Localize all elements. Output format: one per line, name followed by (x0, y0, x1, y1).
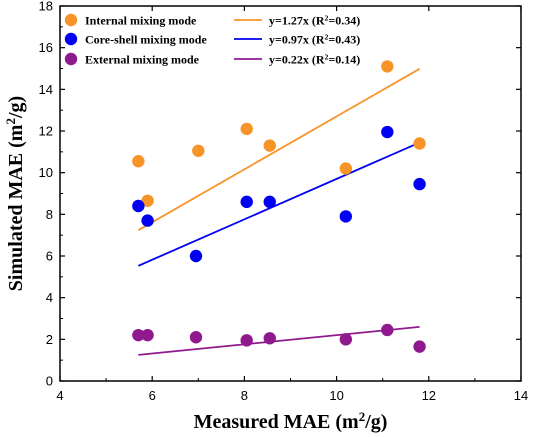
data-point (240, 195, 253, 209)
x-tick-label: 6 (149, 388, 156, 403)
legend-fit-label: y=1.27x (R2=0.34) (269, 13, 360, 28)
data-point (413, 137, 426, 150)
data-point (192, 144, 205, 157)
data-point (141, 194, 154, 207)
y-tick-label: 18 (39, 0, 53, 14)
y-axis-title: Simulated MAE (m2/g) (3, 96, 28, 291)
x-tick-label: 14 (514, 388, 528, 403)
y-tick-label: 2 (46, 332, 53, 347)
data-point (132, 155, 145, 168)
data-point (413, 340, 426, 353)
y-tick-label: 10 (39, 165, 53, 180)
data-point (381, 323, 394, 337)
x-axis-title: Measured MAE (m2/g) (194, 409, 388, 434)
data-point (339, 210, 353, 223)
data-point (141, 214, 154, 227)
legend-marker (64, 52, 78, 66)
data-point (413, 177, 426, 191)
data-point (240, 122, 253, 136)
data-point (240, 334, 253, 347)
data-point (189, 331, 203, 344)
data-point (381, 60, 394, 73)
legend-entry-label: External mixing mode (85, 53, 200, 67)
data-point (132, 328, 145, 342)
legend-marker (64, 32, 78, 46)
y-tick-label: 4 (46, 290, 53, 305)
data-point (189, 249, 203, 263)
y-tick-label: 6 (46, 249, 53, 264)
x-tick-label: 4 (56, 388, 63, 403)
legend-fit-label: y=0.22x (R2=0.14) (269, 52, 360, 67)
legend-marker (64, 13, 78, 27)
data-point (263, 139, 276, 152)
legend-fit-label: y=0.97x (R2=0.43) (269, 32, 360, 47)
x-tick-label: 12 (422, 388, 436, 403)
y-tick-label: 16 (39, 40, 53, 55)
data-point (339, 333, 353, 346)
y-tick-label: 0 (46, 374, 53, 389)
data-point (339, 162, 353, 175)
data-point (263, 332, 276, 345)
data-point (263, 195, 276, 209)
y-tick-label: 8 (46, 207, 53, 222)
data-point (141, 328, 154, 342)
x-tick-label: 10 (329, 388, 343, 403)
legend-entry-label: Internal mixing mode (85, 14, 197, 28)
data-point (381, 125, 394, 139)
fit-line (137, 68, 421, 231)
fit-line (138, 141, 420, 267)
legend: Internal mixing mode y=1.27x (R2=0.34) Cor… (64, 13, 360, 67)
fit-line (138, 326, 420, 356)
axes: 4 6 8 10 12 14 0 2 4 6 8 10 12 14 16 18 (39, 0, 529, 403)
fit-lines (137, 68, 421, 356)
data-point (132, 199, 145, 213)
data-points (132, 60, 426, 353)
legend-entry-label: Core-shell mixing mode (85, 33, 207, 47)
x-tick-label: 8 (241, 388, 248, 403)
y-tick-label: 12 (39, 124, 53, 139)
y-tick-label: 14 (39, 82, 53, 97)
